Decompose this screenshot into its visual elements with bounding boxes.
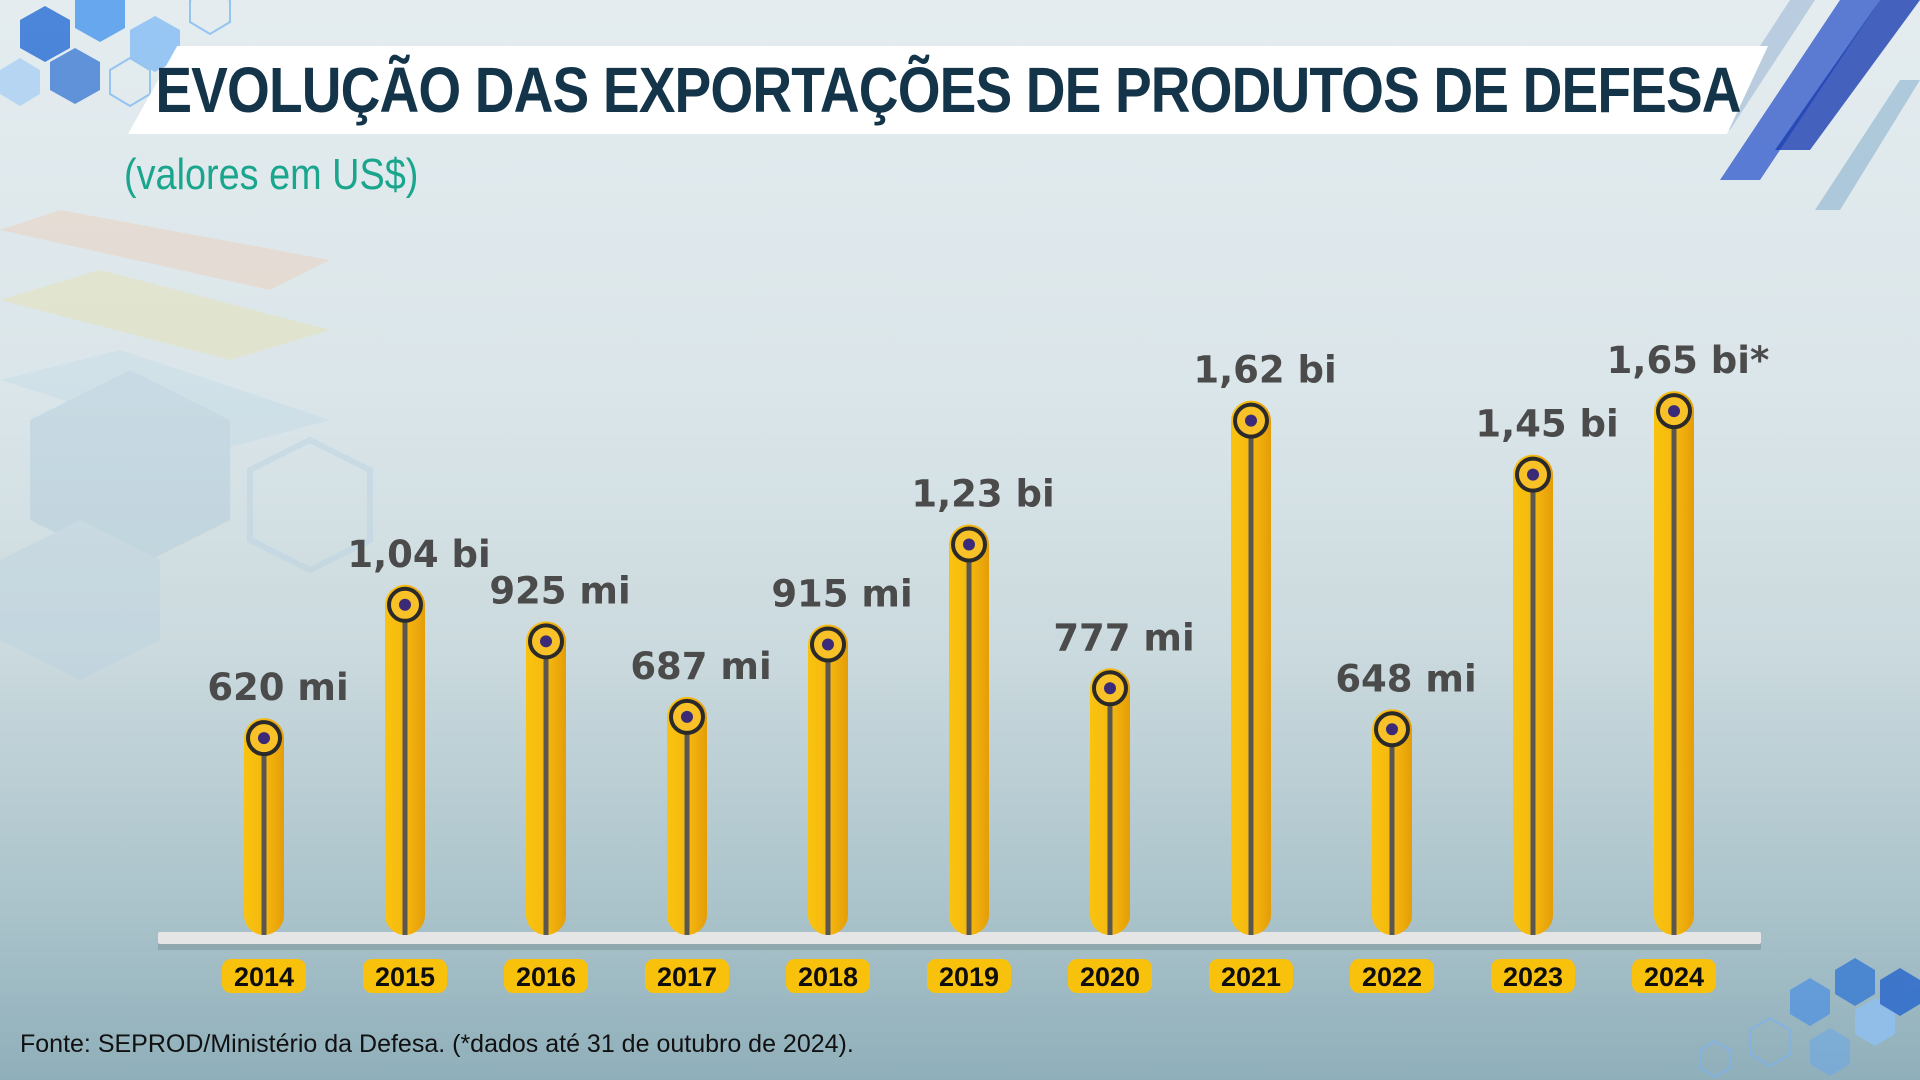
bar-marker-dot-2018 xyxy=(822,638,834,651)
data-label-2020: 777 mi xyxy=(1053,616,1194,659)
data-label-2024: 1,65 bi* xyxy=(1607,339,1770,382)
bar-stem-2015 xyxy=(402,618,408,935)
data-label-2015: 1,04 bi xyxy=(347,533,490,576)
x-tick-label-2022: 2022 xyxy=(1362,962,1422,992)
bar-stem-2016 xyxy=(543,655,549,935)
data-label-2017: 687 mi xyxy=(630,645,771,688)
bar-stem-2017 xyxy=(684,730,690,935)
bar-marker-dot-2015 xyxy=(399,598,411,611)
bar-marker-dot-2016 xyxy=(540,635,552,648)
x-tick-label-2016: 2016 xyxy=(516,962,576,992)
bar-stem-2022 xyxy=(1389,743,1395,935)
bar-marker-dot-2019 xyxy=(963,538,975,551)
x-axis-baseline xyxy=(158,932,1761,944)
bar-marker-dot-2020 xyxy=(1104,682,1116,695)
x-tick-label-2014: 2014 xyxy=(234,962,294,992)
bar-marker-dot-2014 xyxy=(258,732,270,745)
bar-stem-2019 xyxy=(966,558,972,935)
year-badge-2018 xyxy=(786,959,870,993)
x-tick-label-2021: 2021 xyxy=(1221,962,1281,992)
bar-stem-2023 xyxy=(1530,488,1536,935)
year-badge-2017 xyxy=(645,959,729,993)
year-badge-2021 xyxy=(1209,959,1293,993)
x-tick-label-2017: 2017 xyxy=(657,962,717,992)
x-tick-label-2015: 2015 xyxy=(375,962,435,992)
bar-marker-dot-2017 xyxy=(681,710,693,723)
data-label-2016: 925 mi xyxy=(489,569,630,612)
year-badge-2019 xyxy=(927,959,1011,993)
bar-stem-2018 xyxy=(825,658,831,935)
data-label-2019: 1,23 bi xyxy=(911,472,1054,515)
year-badge-2014 xyxy=(222,959,306,993)
bar-marker-dot-2024 xyxy=(1668,405,1680,418)
data-label-2023: 1,45 bi xyxy=(1475,403,1618,446)
bar-stem-2021 xyxy=(1248,434,1254,935)
bar-marker-dot-2023 xyxy=(1527,468,1539,481)
bar-stem-2020 xyxy=(1107,702,1113,935)
year-badge-2015 xyxy=(363,959,447,993)
data-label-2022: 648 mi xyxy=(1335,657,1476,700)
x-tick-label-2019: 2019 xyxy=(939,962,999,992)
bar-marker-dot-2022 xyxy=(1386,723,1398,736)
bar-marker-dot-2021 xyxy=(1245,414,1257,427)
source-footnote: Fonte: SEPROD/Ministério da Defesa. (*da… xyxy=(20,1030,854,1058)
bar-stem-2014 xyxy=(261,752,267,935)
year-badge-2023 xyxy=(1491,959,1575,993)
year-badge-2022 xyxy=(1350,959,1434,993)
title-banner xyxy=(128,46,1768,134)
x-tick-label-2023: 2023 xyxy=(1503,962,1563,992)
data-label-2014: 620 mi xyxy=(207,666,348,709)
chart-title: EVOLUÇÃO DAS EXPORTAÇÕES DE PRODUTOS DE … xyxy=(155,54,1741,126)
bar-stem-2024 xyxy=(1671,425,1677,935)
chart-subtitle: (valores em US$) xyxy=(124,150,419,199)
year-badge-2020 xyxy=(1068,959,1152,993)
data-label-2018: 915 mi xyxy=(771,572,912,615)
x-tick-label-2024: 2024 xyxy=(1644,962,1704,992)
data-label-2021: 1,62 bi xyxy=(1193,349,1336,392)
x-tick-label-2020: 2020 xyxy=(1080,962,1140,992)
x-tick-label-2018: 2018 xyxy=(798,962,858,992)
year-badge-2024 xyxy=(1632,959,1716,993)
year-badge-2016 xyxy=(504,959,588,993)
